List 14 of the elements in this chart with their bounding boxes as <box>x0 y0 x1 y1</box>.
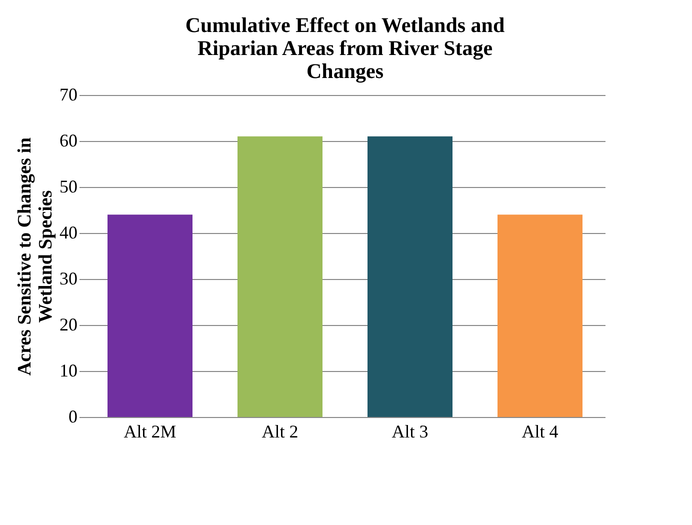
x-tick-label: Alt 2 <box>262 422 298 442</box>
y-tick-label: 20 <box>60 314 78 334</box>
y-tick-label: 40 <box>60 222 78 242</box>
x-tick-label: Alt 3 <box>392 422 428 442</box>
y-tick-label: 30 <box>60 268 78 288</box>
chart-title: Cumulative Effect on Wetlands and Riparian Areas from River Stage Changes <box>185 13 505 83</box>
x-tick-label: Alt 4 <box>522 422 558 442</box>
y-tick-label: 70 <box>60 84 78 104</box>
x-tick-label: Alt 2M <box>124 422 176 442</box>
y-axis-title: Acres Sensitive to Changes in Wetland Species <box>14 136 56 376</box>
y-tick-label: 50 <box>60 176 78 196</box>
y-tick-label: 60 <box>60 130 78 150</box>
y-tick-label: 0 <box>68 406 78 426</box>
y-tick-label: 10 <box>60 360 78 380</box>
